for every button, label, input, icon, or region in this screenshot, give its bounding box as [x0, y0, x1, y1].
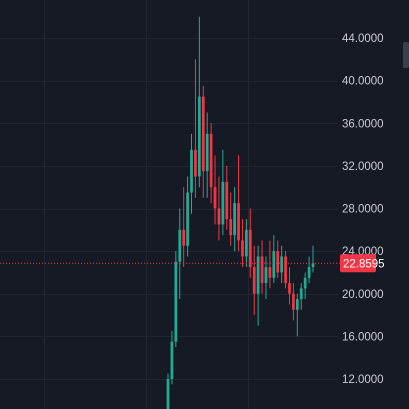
candle-body [186, 192, 189, 246]
price-tick-label: 16.0000 [342, 331, 384, 343]
candle [205, 112, 209, 198]
candle [225, 165, 229, 230]
grid-lines [0, 0, 338, 409]
candle-body [178, 229, 182, 262]
candle [233, 187, 236, 252]
candle-body [288, 283, 291, 294]
candle [256, 245, 260, 326]
candle [311, 245, 315, 273]
candle-body [229, 219, 233, 236]
candle-body [292, 293, 295, 310]
candle [303, 272, 307, 300]
candle-body [260, 256, 264, 284]
candle-body [182, 229, 186, 246]
candle [237, 155, 240, 252]
candle-body [311, 263, 315, 268]
candle-body [272, 251, 276, 278]
candle-body [276, 251, 280, 273]
candle-body [225, 181, 229, 220]
last-price-badge[interactable]: 22.8595 [340, 254, 385, 273]
candle [280, 245, 284, 284]
candle [178, 208, 182, 300]
last-price-label: 22.8595 [343, 258, 385, 270]
candle-body [217, 208, 221, 225]
price-axis[interactable]: 44.000040.000036.000032.000028.000024.00… [340, 33, 385, 386]
price-tick-label: 28.0000 [342, 204, 384, 216]
candle-body [213, 187, 217, 209]
candle-body [237, 203, 240, 241]
candle-body [307, 267, 311, 278]
candle [292, 283, 295, 321]
candle-body [221, 181, 225, 225]
candle [276, 240, 280, 278]
candle-body [241, 240, 244, 257]
price-axis-scrollbar[interactable] [403, 42, 409, 68]
candle [213, 155, 217, 225]
candle [307, 256, 311, 284]
candle-body [197, 96, 201, 177]
candle [201, 85, 205, 198]
candle-body [256, 256, 260, 294]
candle [186, 176, 189, 257]
candle [268, 240, 272, 289]
candle-body [245, 229, 248, 257]
price-tick-label: 32.0000 [342, 161, 384, 173]
candle [295, 293, 299, 337]
price-tick-label: 36.0000 [342, 118, 384, 130]
candle [260, 240, 264, 294]
candle [221, 149, 225, 236]
candle [288, 267, 291, 305]
candles [166, 16, 315, 409]
candle-body [252, 267, 256, 294]
candle-body [166, 379, 170, 409]
candle-body [295, 299, 299, 310]
candle-body [284, 256, 287, 284]
price-tick-label: 12.0000 [342, 374, 384, 386]
last-price-badge-bg [340, 254, 376, 273]
candle [252, 245, 256, 316]
price-tick-label: 44.0000 [342, 33, 384, 45]
candle-body [264, 267, 268, 284]
price-tick-label: 40.0000 [342, 76, 384, 88]
candle-body [299, 288, 303, 300]
candle-body [205, 133, 209, 172]
candle [174, 251, 178, 348]
candle-body [280, 256, 284, 273]
candle-body [268, 267, 272, 278]
candle [272, 235, 276, 284]
candle-body [194, 149, 197, 177]
candle-body [303, 277, 307, 289]
price-tick-label: 20.0000 [342, 289, 384, 301]
candle-body [170, 341, 174, 379]
candle [182, 187, 186, 268]
candle [284, 251, 287, 289]
candle-body [190, 149, 193, 193]
candle [241, 219, 244, 268]
candle [217, 176, 221, 241]
candle [248, 208, 252, 278]
candle [229, 192, 233, 246]
candle [264, 256, 268, 300]
candle [166, 373, 170, 409]
candle-body [201, 96, 205, 172]
candle [209, 123, 213, 204]
candle [190, 133, 193, 214]
candle-body [233, 203, 236, 236]
candle [197, 16, 201, 188]
candle [170, 331, 174, 385]
candle-body [174, 261, 178, 342]
candle [299, 283, 303, 310]
candle [245, 219, 248, 268]
candle [194, 59, 197, 198]
candle-body [209, 133, 213, 188]
candle-body [248, 229, 252, 268]
